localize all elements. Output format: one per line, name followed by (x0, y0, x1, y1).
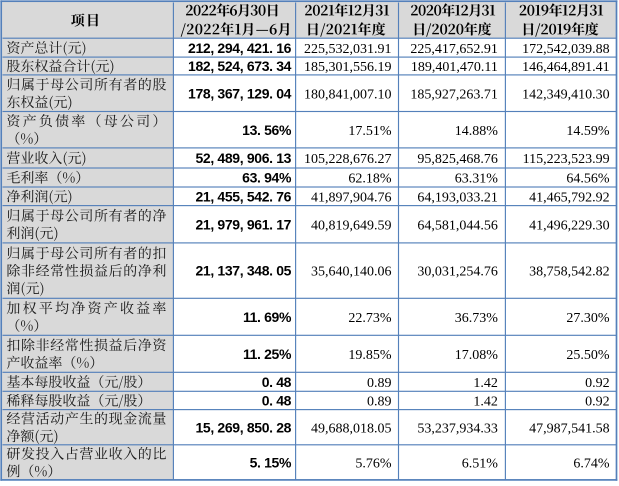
svg-text:178, 367, 129. 04: 178, 367, 129. 04 (188, 85, 292, 101)
svg-text:225,532,031.91: 225,532,031.91 (304, 42, 392, 57)
svg-text:21, 455, 542. 76: 21, 455, 542. 76 (195, 188, 291, 204)
svg-text:64,193,033.21: 64,193,033.21 (417, 190, 498, 205)
svg-text:6.51%: 6.51% (462, 457, 499, 472)
svg-text:11. 69%: 11. 69% (243, 309, 292, 325)
svg-text:21, 979, 961. 17: 21, 979, 961. 17 (195, 216, 291, 232)
svg-text:47,987,541.58: 47,987,541.58 (529, 421, 610, 436)
svg-text:180,841,007.10: 180,841,007.10 (304, 87, 392, 102)
svg-text:27.30%: 27.30% (566, 311, 610, 326)
svg-text:182, 524, 673. 34: 182, 524, 673. 34 (188, 58, 292, 74)
svg-text:21, 137, 348. 05: 21, 137, 348. 05 (195, 263, 291, 279)
svg-text:14.59%: 14.59% (566, 124, 610, 139)
svg-text:225,417,652.91: 225,417,652.91 (410, 42, 498, 57)
svg-text:1.42: 1.42 (473, 395, 498, 410)
svg-text:41,897,904.76: 41,897,904.76 (311, 190, 392, 205)
svg-text:25.50%: 25.50% (566, 348, 610, 363)
svg-text:95,825,468.76: 95,825,468.76 (417, 152, 498, 167)
svg-text:0. 48: 0. 48 (262, 393, 292, 409)
svg-text:142,349,410.30: 142,349,410.30 (522, 87, 610, 102)
svg-text:49,688,018.05: 49,688,018.05 (311, 421, 392, 436)
svg-text:0.92: 0.92 (585, 376, 610, 391)
svg-text:19.85%: 19.85% (348, 348, 392, 363)
svg-text:63.31%: 63.31% (455, 172, 499, 187)
svg-text:53,237,934.33: 53,237,934.33 (417, 421, 498, 436)
svg-text:212, 294, 421. 16: 212, 294, 421. 16 (188, 40, 292, 56)
svg-text:41,465,792.92: 41,465,792.92 (529, 190, 610, 205)
svg-text:172,542,039.88: 172,542,039.88 (522, 42, 610, 57)
svg-text:22.73%: 22.73% (348, 311, 392, 326)
svg-text:64.56%: 64.56% (566, 172, 610, 187)
svg-text:17.08%: 17.08% (455, 348, 499, 363)
svg-text:38,758,542.82: 38,758,542.82 (529, 265, 610, 280)
svg-text:13. 56%: 13. 56% (242, 122, 292, 138)
svg-text:189,401,470.11: 189,401,470.11 (411, 60, 498, 75)
svg-text:35,640,140.06: 35,640,140.06 (311, 265, 392, 280)
svg-text:41,496,229.30: 41,496,229.30 (529, 218, 610, 233)
svg-text:0.89: 0.89 (367, 395, 392, 410)
svg-text:5. 15%: 5. 15% (250, 455, 292, 471)
svg-text:15, 269, 850. 28: 15, 269, 850. 28 (195, 419, 291, 435)
svg-text:0.92: 0.92 (585, 395, 610, 410)
svg-text:0. 48: 0. 48 (262, 374, 292, 390)
svg-text:11. 25%: 11. 25% (243, 346, 292, 362)
svg-text:115,223,523.99: 115,223,523.99 (523, 152, 610, 167)
svg-text:0.89: 0.89 (367, 376, 392, 391)
svg-text:40,819,649.59: 40,819,649.59 (311, 218, 392, 233)
svg-text:185,927,263.71: 185,927,263.71 (410, 87, 498, 102)
svg-text:185,301,556.19: 185,301,556.19 (304, 60, 392, 75)
svg-text:146,464,891.41: 146,464,891.41 (522, 60, 610, 75)
svg-text:52, 489, 906. 13: 52, 489, 906. 13 (195, 150, 291, 166)
svg-text:64,581,044.56: 64,581,044.56 (417, 218, 498, 233)
svg-text:14.88%: 14.88% (455, 124, 499, 139)
svg-text:17.51%: 17.51% (348, 124, 392, 139)
svg-text:105,228,676.27: 105,228,676.27 (304, 152, 392, 167)
svg-text:6.74%: 6.74% (573, 457, 610, 472)
svg-text:62.18%: 62.18% (348, 172, 392, 187)
svg-text:1.42: 1.42 (473, 376, 498, 391)
svg-text:63. 94%: 63. 94% (242, 170, 292, 186)
svg-text:30,031,254.76: 30,031,254.76 (417, 265, 498, 280)
svg-text:36.73%: 36.73% (455, 311, 499, 326)
svg-text:5.76%: 5.76% (355, 457, 392, 472)
